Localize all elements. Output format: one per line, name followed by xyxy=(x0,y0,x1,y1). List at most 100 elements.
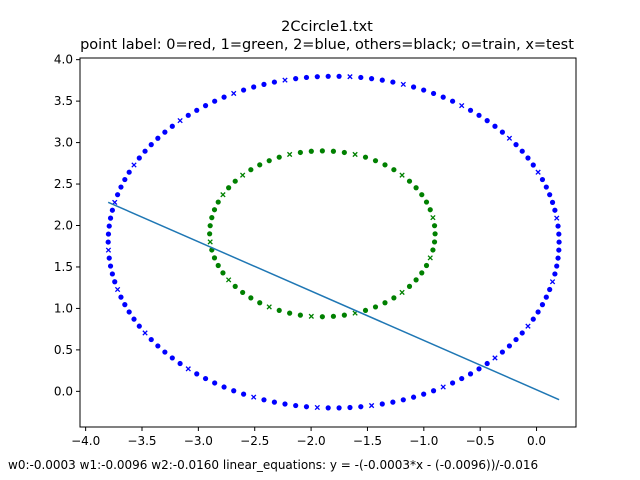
x-tick-label: −3.0 xyxy=(184,434,213,448)
train-point-marker xyxy=(232,178,238,184)
train-point-marker xyxy=(271,79,278,85)
train-point-marker xyxy=(122,302,128,308)
chart-title: 2Ccircle1.txt xyxy=(281,19,373,35)
test-point-marker xyxy=(549,279,556,285)
train-point-marker xyxy=(202,102,209,109)
train-point-marker xyxy=(535,309,541,315)
test-point-marker xyxy=(525,323,531,329)
train-point-marker xyxy=(248,167,254,173)
train-point-marker xyxy=(372,304,379,310)
test-point-marker xyxy=(231,90,237,97)
plot-area xyxy=(80,58,576,427)
train-point-marker xyxy=(109,271,115,277)
train-point-marker xyxy=(556,231,562,237)
x-tick-label: 0.0 xyxy=(527,434,546,448)
train-point-marker xyxy=(362,307,369,314)
test-point-marker xyxy=(239,172,246,178)
train-point-marker xyxy=(185,112,191,118)
train-point-marker xyxy=(484,118,490,124)
x-tick-label: −4.0 xyxy=(71,434,100,448)
train-point-marker xyxy=(390,79,396,85)
train-point-marker xyxy=(391,167,397,173)
test-point-marker xyxy=(131,162,137,168)
test-point-marker xyxy=(308,313,314,319)
train-point-marker xyxy=(347,404,353,411)
train-point-marker xyxy=(231,388,237,394)
train-point-marker xyxy=(276,307,282,314)
train-point-marker xyxy=(547,286,553,293)
train-point-marker xyxy=(220,270,226,276)
test-point-marker xyxy=(399,289,405,296)
y-tick-label: 2.5 xyxy=(54,177,73,191)
test-point-marker xyxy=(114,286,121,293)
train-point-marker xyxy=(519,330,525,336)
train-point-marker xyxy=(126,169,132,175)
train-point-marker xyxy=(499,349,505,355)
train-point-marker xyxy=(413,277,419,283)
train-point-marker xyxy=(211,207,218,213)
train-point-marker xyxy=(169,355,175,361)
train-point-marker xyxy=(211,255,218,261)
train-point-marker xyxy=(543,184,549,190)
train-point-marker xyxy=(449,98,456,104)
train-point-marker xyxy=(105,239,111,245)
train-point-marker xyxy=(449,380,456,386)
train-point-marker xyxy=(226,185,232,191)
test-point-marker xyxy=(368,402,375,409)
train-point-marker xyxy=(112,279,118,285)
train-point-marker xyxy=(325,405,331,411)
train-point-marker xyxy=(271,399,278,405)
x-tick-label: −0.5 xyxy=(466,434,495,448)
train-point-marker xyxy=(554,263,560,269)
train-point-marker xyxy=(114,192,121,198)
train-point-marker xyxy=(467,371,474,377)
test-point-marker xyxy=(207,239,213,245)
train-point-marker xyxy=(122,176,128,183)
train-point-marker xyxy=(336,405,342,411)
train-point-marker xyxy=(410,394,417,400)
train-point-marker xyxy=(467,107,474,113)
train-point-marker xyxy=(530,316,536,322)
train-point-marker xyxy=(423,199,430,205)
train-point-marker xyxy=(162,349,168,355)
train-point-marker xyxy=(513,336,519,343)
train-point-marker xyxy=(194,107,200,113)
train-point-marker xyxy=(423,262,430,269)
train-point-marker xyxy=(107,263,114,269)
train-point-marker xyxy=(421,87,427,93)
train-point-marker xyxy=(330,148,337,154)
train-point-marker xyxy=(431,223,438,229)
train-point-marker xyxy=(549,199,556,205)
train-point-marker xyxy=(257,162,263,168)
y-tick-label: 1.0 xyxy=(54,301,73,315)
train-point-marker xyxy=(261,81,267,87)
x-tick-label: −1.5 xyxy=(353,434,382,448)
test-point-marker xyxy=(142,330,148,336)
train-point-marker xyxy=(136,155,142,161)
plot-frame xyxy=(79,57,577,428)
train-point-marker xyxy=(410,84,417,90)
train-point-marker xyxy=(382,300,388,306)
train-point-marker xyxy=(155,135,161,141)
y-tick-label: 1.5 xyxy=(54,260,73,274)
train-point-marker xyxy=(341,312,347,318)
train-point-marker xyxy=(297,149,303,156)
train-point-marker xyxy=(476,366,482,372)
train-point-marker xyxy=(525,155,531,161)
train-point-marker xyxy=(118,184,124,190)
train-point-marker xyxy=(372,158,379,164)
y-tick-label: 0.5 xyxy=(54,343,73,357)
train-point-marker xyxy=(419,270,425,276)
train-point-marker xyxy=(155,343,161,349)
train-point-marker xyxy=(555,223,561,229)
train-point-marker xyxy=(266,158,272,164)
y-tick-label: 3.0 xyxy=(54,136,73,150)
train-point-marker xyxy=(427,207,433,213)
test-point-marker xyxy=(430,214,436,221)
test-point-marker xyxy=(347,74,353,80)
data-points xyxy=(105,73,562,411)
train-point-marker xyxy=(194,371,200,377)
train-point-marker xyxy=(421,391,427,397)
train-point-marker xyxy=(107,215,114,221)
